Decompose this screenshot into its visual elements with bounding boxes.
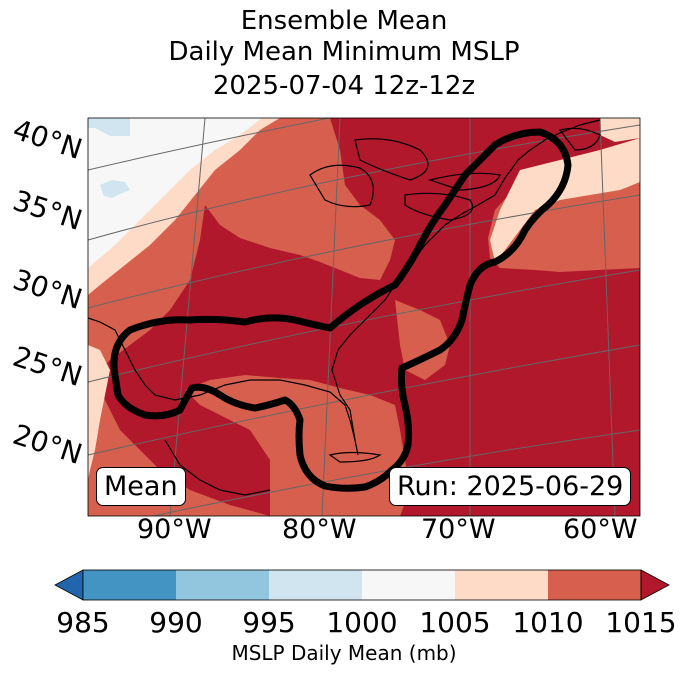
cbar-extend-high [640, 569, 670, 601]
cbar-tick-985: 985 [56, 606, 110, 639]
title-line-2: Daily Mean Minimum MSLP [168, 37, 520, 67]
region-1000-1005 [88, 118, 640, 480]
run-label: Run: 2025-06-29 [389, 467, 632, 506]
cbar-segment [362, 570, 455, 600]
cbar-tick-1015: 1015 [605, 606, 677, 639]
cbar-segment [455, 570, 548, 600]
cbar-tick-1005: 1005 [419, 606, 491, 639]
lon-label-60: 60°W [563, 514, 638, 545]
cbar-tick-1010: 1010 [512, 606, 584, 639]
lon-label-80: 80°W [282, 514, 357, 545]
cbar-frame [82, 569, 642, 601]
mslp-contour [110, 128, 572, 492]
lon-label-90: 90°W [137, 514, 212, 545]
cbar-segment [269, 570, 362, 600]
map-frame [87, 117, 641, 517]
lon-label-70: 70°W [421, 514, 496, 545]
cbar-segment [176, 570, 269, 600]
region-990-995 [88, 118, 130, 198]
cbar-tick-1000: 1000 [326, 606, 398, 639]
region-995-1000 [88, 118, 262, 268]
cbar-tick-995: 995 [242, 606, 296, 639]
mean-label: Mean [96, 467, 186, 506]
cbar-extend-low [54, 569, 84, 601]
cbar-tick-990: 990 [149, 606, 203, 639]
cbar-segment [83, 570, 176, 600]
title-line-1: Ensemble Mean [240, 6, 448, 36]
cbar-segment [548, 570, 641, 600]
colorbar-label: MSLP Daily Mean (mb) [231, 641, 457, 665]
title-line-3: 2025-07-04 12z-12z [212, 71, 476, 101]
